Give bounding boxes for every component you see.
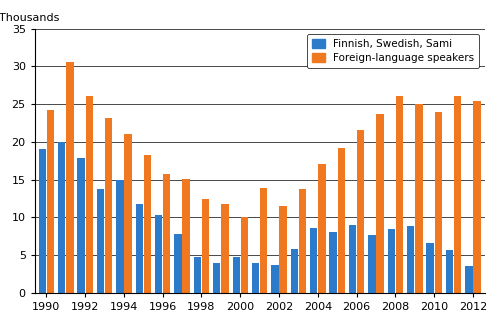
- Bar: [58, 142, 66, 293]
- Bar: [426, 243, 434, 293]
- Bar: [175, 234, 182, 293]
- Bar: [124, 134, 132, 293]
- Bar: [260, 188, 267, 293]
- Bar: [163, 174, 171, 293]
- Bar: [271, 265, 279, 293]
- Bar: [329, 232, 337, 293]
- Bar: [182, 179, 190, 293]
- Bar: [241, 217, 248, 293]
- Bar: [299, 189, 306, 293]
- Bar: [155, 215, 162, 293]
- Bar: [368, 235, 376, 293]
- Bar: [415, 104, 423, 293]
- Bar: [47, 110, 54, 293]
- Bar: [136, 204, 143, 293]
- Bar: [66, 63, 73, 293]
- Bar: [349, 225, 356, 293]
- Bar: [116, 179, 124, 293]
- Bar: [194, 257, 201, 293]
- Bar: [252, 263, 259, 293]
- Bar: [357, 131, 364, 293]
- Bar: [465, 266, 473, 293]
- Bar: [202, 199, 209, 293]
- Bar: [213, 263, 220, 293]
- Bar: [143, 155, 151, 293]
- Bar: [233, 257, 240, 293]
- Bar: [376, 114, 384, 293]
- Bar: [38, 149, 46, 293]
- Bar: [310, 228, 317, 293]
- Bar: [338, 148, 345, 293]
- Text: Thousands: Thousands: [0, 13, 59, 23]
- Bar: [280, 206, 287, 293]
- Bar: [291, 249, 298, 293]
- Bar: [473, 101, 481, 293]
- Legend: Finnish, Swedish, Sami, Foreign-language speakers: Finnish, Swedish, Sami, Foreign-language…: [307, 34, 479, 68]
- Bar: [446, 250, 453, 293]
- Bar: [105, 118, 112, 293]
- Bar: [454, 96, 461, 293]
- Bar: [396, 96, 403, 293]
- Bar: [77, 158, 85, 293]
- Bar: [85, 96, 93, 293]
- Bar: [434, 112, 442, 293]
- Bar: [407, 226, 415, 293]
- Bar: [221, 204, 229, 293]
- Bar: [318, 164, 325, 293]
- Bar: [97, 189, 104, 293]
- Bar: [387, 228, 395, 293]
